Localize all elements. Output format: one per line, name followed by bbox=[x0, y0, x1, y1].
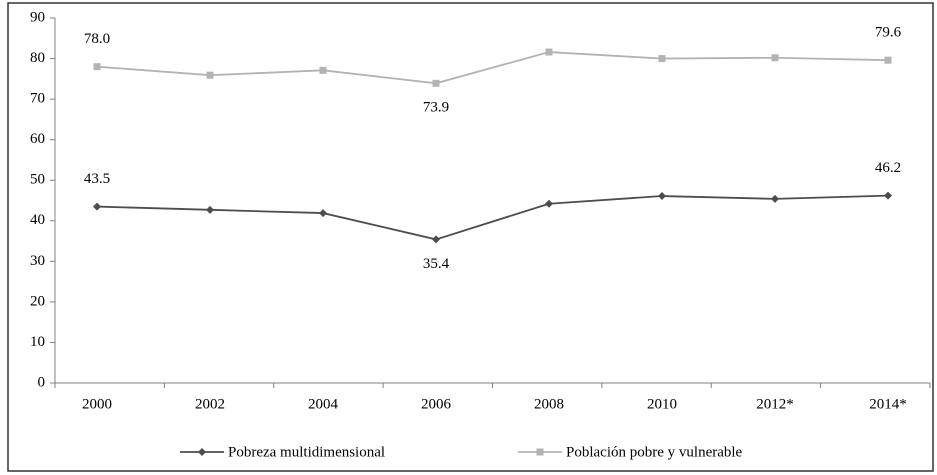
y-tick-label: 70 bbox=[30, 91, 45, 107]
data-point bbox=[93, 63, 101, 71]
y-tick-label: 90 bbox=[30, 9, 45, 25]
data-label: 35.4 bbox=[423, 256, 450, 272]
data-label: 79.6 bbox=[875, 25, 902, 41]
data-label: 78.0 bbox=[84, 31, 110, 47]
data-label: 73.9 bbox=[423, 100, 449, 116]
legend-label: Población pobre y vulnerable bbox=[566, 444, 743, 460]
x-tick-label: 2010 bbox=[647, 396, 677, 412]
series-line bbox=[96, 51, 889, 85]
data-point bbox=[319, 66, 327, 74]
y-tick-label: 0 bbox=[38, 374, 46, 390]
legend-marker bbox=[536, 448, 544, 456]
series-line bbox=[96, 194, 889, 241]
x-tick-label: 2014* bbox=[869, 396, 907, 412]
data-point bbox=[206, 205, 214, 214]
data-point bbox=[432, 235, 440, 244]
data-point bbox=[93, 202, 101, 211]
y-tick-label: 80 bbox=[30, 50, 45, 66]
x-tick-label: 2000 bbox=[82, 396, 112, 412]
data-point bbox=[884, 56, 892, 64]
x-tick-label: 2002 bbox=[195, 396, 225, 412]
data-point bbox=[432, 79, 440, 87]
x-tick-label: 2006 bbox=[421, 396, 452, 412]
x-tick-label: 2004 bbox=[308, 396, 339, 412]
x-tick-label: 2008 bbox=[534, 396, 564, 412]
data-point bbox=[658, 55, 666, 63]
data-point bbox=[771, 194, 779, 203]
legend-marker bbox=[198, 448, 206, 456]
y-tick-label: 10 bbox=[30, 334, 45, 350]
y-tick-label: 60 bbox=[30, 131, 45, 147]
data-point bbox=[884, 191, 892, 200]
data-point bbox=[771, 54, 779, 62]
y-tick-label: 40 bbox=[30, 212, 45, 228]
data-point bbox=[319, 209, 327, 218]
data-point bbox=[206, 71, 214, 79]
legend-label: Pobreza multidimensional bbox=[228, 444, 385, 460]
data-point bbox=[545, 48, 553, 56]
x-tick-label: 2012* bbox=[756, 396, 794, 412]
y-tick-label: 30 bbox=[30, 253, 45, 269]
data-label: 46.2 bbox=[875, 160, 901, 176]
data-point bbox=[545, 199, 553, 208]
data-point bbox=[658, 192, 666, 201]
y-tick-label: 20 bbox=[30, 293, 45, 309]
data-label: 43.5 bbox=[84, 171, 110, 187]
y-tick-label: 50 bbox=[30, 172, 45, 188]
chart-frame bbox=[7, 2, 934, 472]
